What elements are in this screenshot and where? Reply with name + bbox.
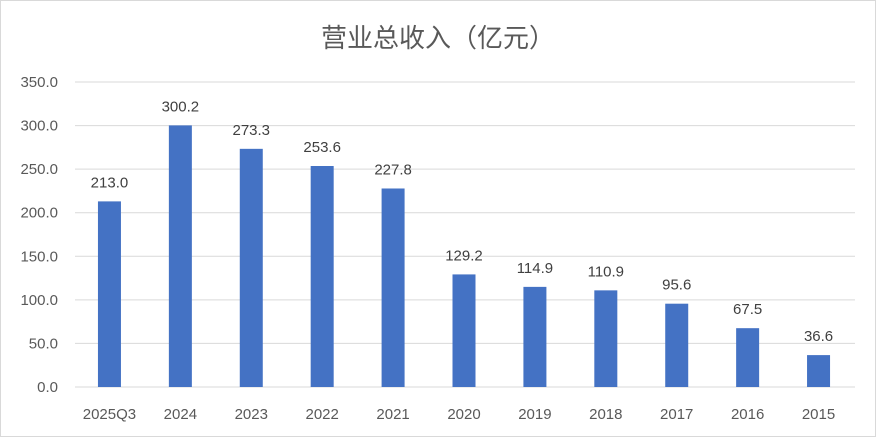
- bars: [97, 125, 831, 387]
- x-tick-label: 2020: [447, 406, 480, 423]
- bar: [452, 274, 476, 387]
- bar: [239, 148, 263, 387]
- y-tick-label: 150.0: [20, 248, 58, 265]
- x-tick-label: 2018: [589, 406, 622, 423]
- x-axis-tick-labels: 2025Q3 2024 2023 2022 2021 2020 2019 2018 2017 20…: [83, 406, 835, 423]
- y-tick-label: 200.0: [20, 205, 58, 222]
- y-tick-label: 300.0: [20, 118, 58, 135]
- chart-title: 营业总收入（亿元）: [321, 24, 555, 54]
- y-tick-label: 250.0: [20, 161, 58, 178]
- bar: [594, 290, 618, 387]
- x-tick-label: 2019: [518, 406, 551, 423]
- x-tick-label: 2021: [376, 406, 409, 423]
- data-label: 129.2: [445, 247, 483, 264]
- bar: [97, 201, 121, 387]
- x-tick-label: 2025Q3: [83, 406, 136, 423]
- gridlines: [75, 81, 855, 388]
- data-label: 36.6: [804, 328, 833, 345]
- y-tick-label: 50.0: [29, 335, 58, 352]
- data-labels: 213.0 300.2 273.3 253.6 227.8 129.2 114.9 110.9…: [91, 98, 833, 345]
- bar: [310, 166, 334, 387]
- data-label: 67.5: [733, 301, 762, 318]
- bar: [381, 188, 405, 387]
- bar: [168, 125, 192, 387]
- data-label: 114.9: [517, 260, 553, 277]
- x-tick-label: 2016: [731, 406, 764, 423]
- x-tick-label: 2024: [164, 406, 197, 423]
- bar: [523, 286, 547, 387]
- bar: [807, 355, 831, 387]
- data-label: 95.6: [662, 277, 691, 294]
- x-tick-label: 2017: [660, 406, 693, 423]
- data-label: 300.2: [162, 98, 200, 115]
- y-axis-tick-labels: 0.0 50.0 100.0 150.0 200.0 250.0 300.0 350.0: [20, 74, 58, 396]
- x-tick-label: 2015: [802, 406, 835, 423]
- bar: [736, 328, 760, 387]
- data-label: 273.3: [232, 122, 270, 139]
- data-label: 227.8: [374, 161, 412, 178]
- data-label: 110.9: [588, 263, 624, 280]
- y-tick-label: 0.0: [37, 379, 58, 396]
- data-label: 253.6: [303, 139, 341, 156]
- data-label: 213.0: [91, 174, 129, 191]
- y-tick-label: 100.0: [20, 292, 58, 309]
- bar: [665, 303, 689, 387]
- x-tick-label: 2022: [305, 406, 338, 423]
- x-tick-label: 2023: [235, 406, 268, 423]
- y-tick-label: 350.0: [20, 74, 58, 91]
